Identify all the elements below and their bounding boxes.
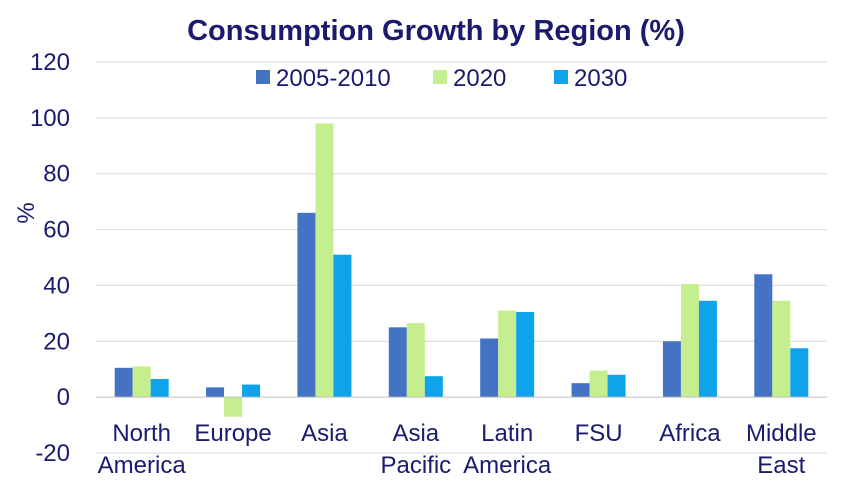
bar-2020-1 [224, 397, 243, 417]
bar-2005-2010-5 [571, 383, 590, 398]
legend: 2005-2010 2020 2030 [256, 65, 627, 92]
bar-2020-3 [406, 323, 425, 398]
legend-swatch [256, 70, 270, 84]
bar-2005-2010-0 [114, 367, 133, 398]
bar-2030-3 [424, 376, 443, 398]
bar-2030-1 [242, 384, 261, 398]
bar-2020-6 [680, 284, 699, 398]
category-label: Middle [746, 420, 817, 447]
bar-2020-0 [132, 366, 151, 398]
category-label: Asia [392, 420, 439, 447]
bar-2030-4 [516, 311, 535, 398]
y-tick-label: -20 [35, 440, 70, 467]
category-label: Europe [194, 420, 271, 447]
legend-swatch [554, 70, 568, 84]
y-axis-ticks: -20 0 20 40 60 80 100 120 [30, 49, 70, 467]
category-label: North [112, 420, 171, 447]
bar-2030-5 [607, 374, 626, 398]
bar-2020-5 [589, 370, 608, 398]
category-label: America [463, 452, 552, 479]
y-tick-label: 0 [57, 384, 70, 411]
legend-label: 2005-2010 [276, 65, 391, 92]
category-labels: North America Europe Asia Asia Pacific Latin Am… [98, 420, 817, 479]
y-tick-label: 60 [43, 217, 70, 244]
bar-2005-2010-4 [480, 338, 499, 398]
bar-2005-2010-6 [662, 341, 681, 398]
y-tick-label: 80 [43, 161, 70, 188]
category-label: Pacific [380, 452, 451, 479]
bar-2020-4 [498, 310, 517, 398]
bar-2005-2010-1 [206, 387, 225, 398]
legend-swatch [433, 70, 447, 84]
bar-2005-2010-3 [388, 327, 407, 398]
legend-label: 2030 [574, 65, 627, 92]
y-tick-label: 20 [43, 328, 70, 355]
chart-title: Consumption Growth by Region (%) [187, 15, 685, 47]
gridlines [96, 61, 827, 454]
category-label: Asia [301, 420, 348, 447]
category-label: FSU [575, 420, 623, 447]
category-label: East [757, 452, 805, 479]
legend-label: 2020 [453, 65, 506, 92]
bar-2020-7 [772, 300, 791, 398]
y-tick-label: 40 [43, 272, 70, 299]
category-label: America [98, 452, 187, 479]
category-label: Latin [481, 420, 533, 447]
category-label: Africa [659, 420, 721, 447]
bar-2030-0 [150, 378, 169, 398]
bar-2020-2 [315, 123, 334, 398]
y-tick-label: 100 [30, 105, 70, 132]
y-tick-label: 120 [30, 49, 70, 76]
bar-2030-6 [698, 300, 717, 398]
bar-2030-7 [790, 348, 809, 398]
y-axis-label: % [13, 202, 40, 223]
bar-2005-2010-2 [297, 212, 316, 398]
bars [114, 123, 809, 417]
bar-2005-2010-7 [754, 274, 773, 398]
bar-2030-2 [333, 254, 352, 398]
